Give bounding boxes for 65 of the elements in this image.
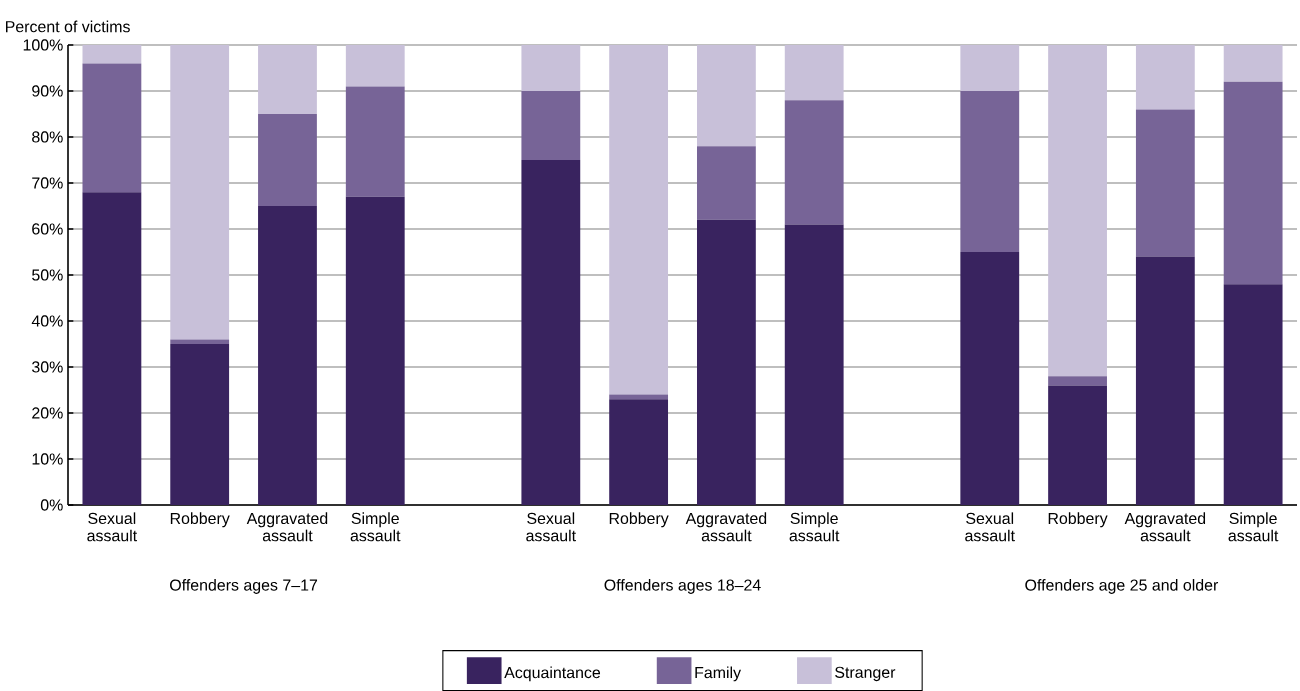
x-tick-label: Sexual assault: [965, 512, 1015, 542]
x-tick-label: Simple assault: [789, 512, 840, 542]
text: Offenders ages 18–24: [604, 578, 761, 594]
bar: [1135, 109, 1195, 257]
bar: [345, 44, 405, 87]
y-tick-label: 100%: [23, 39, 63, 51]
text: Offenders ages 7–17: [170, 578, 318, 594]
text: Offenders age 25 and older: [1025, 578, 1219, 594]
y-tick-label: 80%: [32, 131, 63, 143]
x-tick-label: Sexual assault: [526, 512, 576, 542]
x-tick-label: Aggravated assault: [246, 512, 328, 542]
bar: [1223, 284, 1283, 505]
bar: [521, 90, 581, 160]
bar: [258, 205, 317, 505]
bar: [1135, 256, 1195, 505]
x-tick-label: Simple assault: [350, 512, 401, 542]
bar: [1223, 81, 1283, 285]
bar: [1048, 44, 1107, 377]
y-tick-label: 50%: [32, 269, 63, 281]
x-tick-label: Aggravated assault: [1124, 512, 1206, 542]
x-tick-label: Sexual assault: [87, 512, 138, 542]
bar: [82, 192, 142, 505]
bar: [1135, 44, 1195, 110]
bar: [960, 44, 1020, 91]
y-tick-label: 70%: [32, 177, 63, 189]
y-tick-label: 30%: [32, 361, 63, 373]
bar: [1048, 376, 1107, 386]
y-tick-label: 20%: [32, 407, 63, 419]
bar: [1048, 385, 1107, 505]
bar: [345, 86, 405, 197]
x-tick-label: Simple assault: [1228, 512, 1279, 542]
bar: [1223, 44, 1283, 82]
bar: [960, 251, 1020, 505]
x-tick-label: Robbery: [170, 512, 230, 528]
bar: [697, 44, 756, 147]
bar: [345, 196, 405, 505]
x-tick-label: Aggravated assault: [685, 512, 767, 542]
bar: [170, 343, 230, 505]
bar: [170, 339, 230, 344]
y-tick-label: 60%: [32, 223, 63, 235]
bar: [609, 44, 669, 395]
y-tick-label: 10%: [32, 453, 63, 465]
bar: [521, 44, 581, 91]
y-tick-label: 40%: [31, 315, 63, 327]
y-tick-label: 0%: [40, 499, 63, 511]
y-tick-label: 90%: [32, 85, 63, 97]
bar: [784, 44, 844, 101]
bar: [82, 44, 142, 64]
bar: [258, 44, 317, 114]
bar: [170, 44, 230, 340]
bar: [258, 113, 317, 206]
bar: [960, 90, 1020, 252]
legend-label: Acquaintance: [504, 666, 601, 682]
bar: [697, 146, 756, 220]
bar: [521, 159, 581, 505]
legend-label: Family: [695, 666, 741, 682]
bar: [784, 224, 844, 505]
legend-label: Stranger: [835, 666, 896, 682]
y-axis-title: Percent of victims: [6, 20, 130, 33]
x-tick-label: Robbery: [1048, 512, 1108, 528]
x-tick-label: Robbery: [609, 512, 669, 528]
bar: [784, 100, 844, 225]
bar: [82, 63, 142, 193]
bar: [697, 219, 756, 505]
bar: [609, 399, 669, 505]
